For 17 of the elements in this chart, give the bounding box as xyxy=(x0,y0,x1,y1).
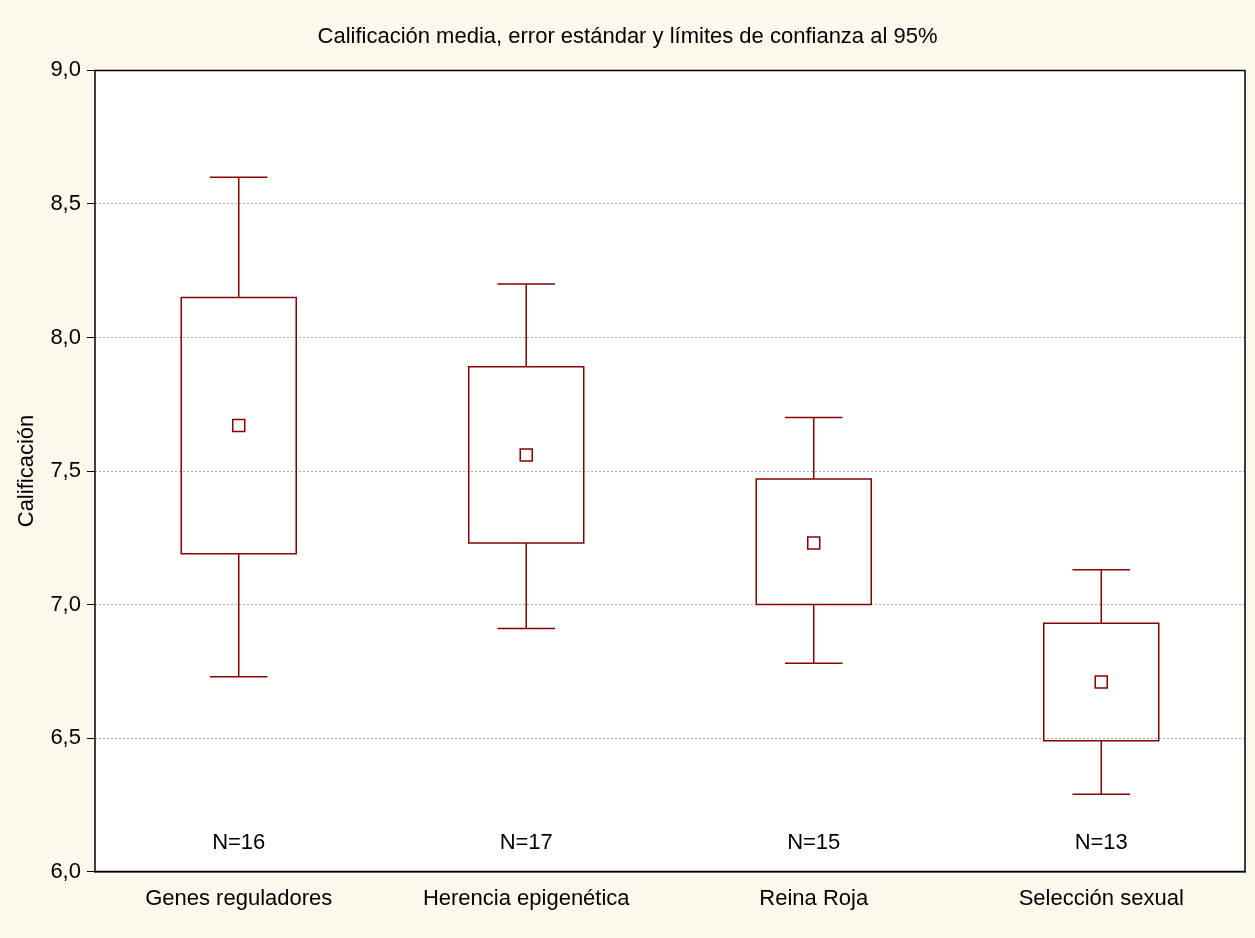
x-tick-label: Reina Roja xyxy=(759,884,869,910)
x-tick-label: Selección sexual xyxy=(1018,884,1184,910)
y-tick-label: 8,5 xyxy=(50,190,81,215)
annotation: N=13 xyxy=(1074,828,1128,854)
annotation: N=17 xyxy=(499,828,553,854)
y-tick-label: 9,0 xyxy=(50,56,81,82)
y-tick-label: 7,0 xyxy=(50,590,81,616)
y-tick-label: 7,5 xyxy=(50,457,81,483)
y-tick-label: 6,5 xyxy=(50,724,81,750)
chart-title: Calificación media, error estándar y límites de confianza al 95% xyxy=(317,23,938,49)
y-tick-label: 6,0 xyxy=(50,857,81,883)
annotation: N=16 xyxy=(212,828,266,854)
y-axis-title: Calificación xyxy=(13,414,39,528)
x-tick-label: Genes reguladores xyxy=(145,884,333,910)
y-tick-label: 8,0 xyxy=(50,323,81,349)
x-tick-label: Herencia epigenética xyxy=(422,884,631,910)
annotation: N=15 xyxy=(787,828,841,854)
